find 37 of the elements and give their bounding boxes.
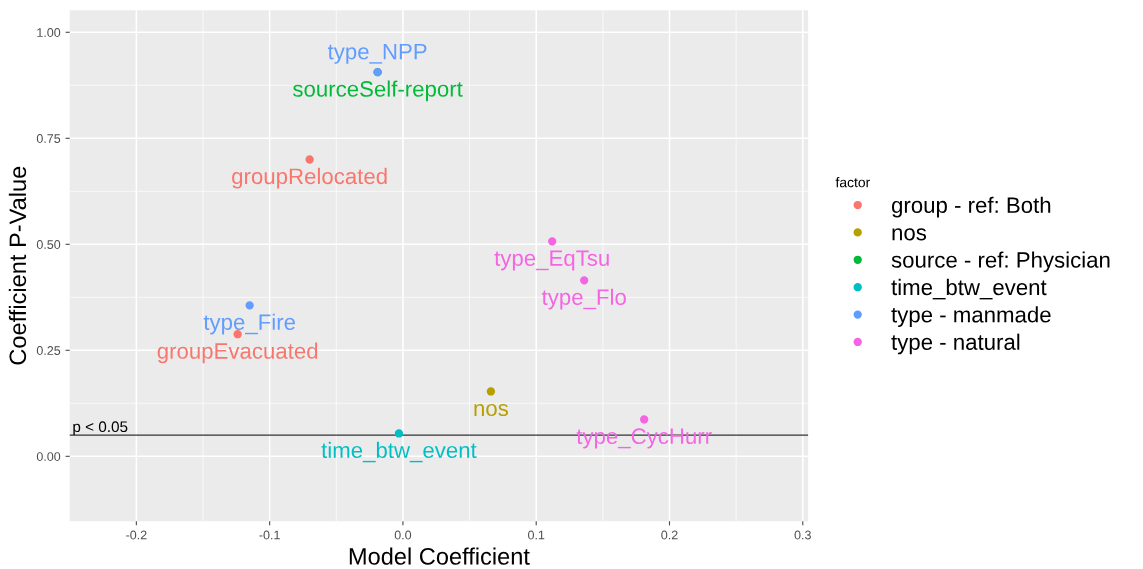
x-tick-label: 0.0 <box>394 530 412 540</box>
x-tick-label: -0.2 <box>126 530 147 540</box>
y-tick-label: 0.00 <box>36 452 61 461</box>
y-tick-label: 1.00 <box>37 28 61 37</box>
x-tick-label: 0.1 <box>528 530 545 540</box>
y-axis-title: Coefficient P-Value <box>8 166 27 365</box>
annotation: type_EqTsu <box>494 250 609 271</box>
legend-title: factor <box>835 177 870 188</box>
legend-label: nos <box>892 228 927 241</box>
legend-label: type - natural <box>891 333 1020 355</box>
x-tick-label: 0.2 <box>661 530 678 540</box>
x-axis-title: Model Coefficient <box>349 547 530 565</box>
y-tick-label: 0.25 <box>36 346 61 355</box>
annotation: type_Flo <box>541 288 626 310</box>
legend-label: group - ref: Both <box>891 196 1051 218</box>
point <box>305 155 314 164</box>
legend-label: time_btw_event <box>891 278 1047 300</box>
annotation: groupEvacuated <box>157 342 318 364</box>
point <box>245 301 254 310</box>
annotation: sourceSelf-report <box>293 80 463 102</box>
x-tick-label: -0.1 <box>259 530 280 540</box>
annotation: time_btw_event <box>321 441 477 463</box>
annotation: groupRelocated <box>232 167 387 189</box>
legend-label: type - manmade <box>891 306 1051 327</box>
point <box>640 415 649 424</box>
ref-line-label: p < 0.05 <box>73 421 128 436</box>
legend-label: source - ref: Physician <box>891 251 1110 273</box>
y-tick-label: 0.50 <box>36 240 61 249</box>
annotation: nos <box>474 403 509 417</box>
point <box>548 237 557 246</box>
point <box>580 276 589 285</box>
annotation: type_Fire <box>203 313 295 335</box>
x-tick-label: 0.3 <box>794 530 811 540</box>
y-tick-label: 0.75 <box>36 134 61 143</box>
point <box>394 429 404 438</box>
point <box>486 387 496 396</box>
annotation: type_NPP <box>327 43 427 64</box>
